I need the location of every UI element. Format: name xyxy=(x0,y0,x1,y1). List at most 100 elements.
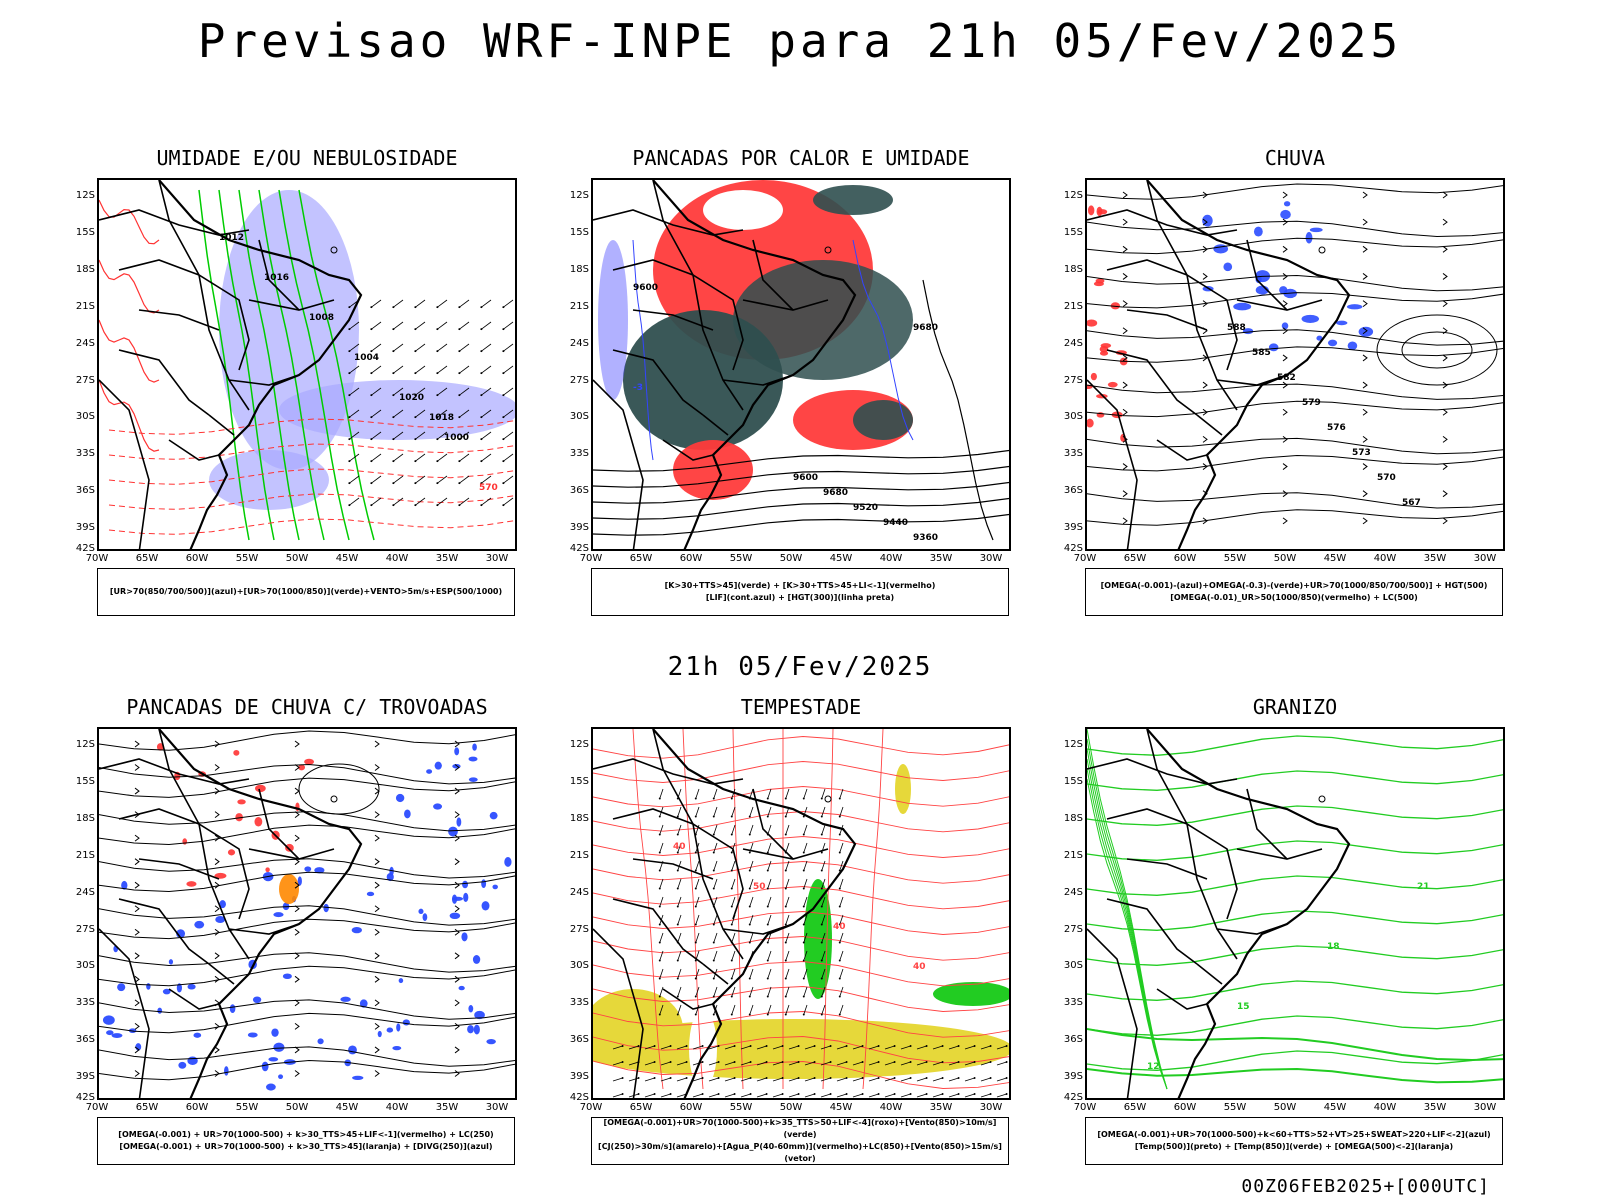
map-canvas: 588 585 582 579 576 573 570 567 xyxy=(1087,180,1505,551)
legend-line: [OMEGA(-0.01)_UR>50(1000/850)(vermelho) … xyxy=(1086,592,1502,604)
lat-tick: 21S xyxy=(1064,301,1083,312)
lat-tick: 39S xyxy=(570,1071,589,1082)
lat-tick: 30S xyxy=(570,960,589,971)
panel-title: PANCADAS POR CALOR E UMIDADE xyxy=(591,146,1011,170)
lon-tick: 35W xyxy=(436,553,459,564)
lon-tick: 30W xyxy=(980,1102,1003,1113)
lat-tick: 36S xyxy=(1064,1034,1083,1045)
lat-tick: 21S xyxy=(570,301,589,312)
lat-tick: 21S xyxy=(1064,850,1083,861)
lat-axis: 12S 15S 18S 21S 24S 27S 30S 33S 36S 39S 42S xyxy=(563,727,589,1100)
lat-tick: 18S xyxy=(570,813,589,824)
lat-axis: 12S 15S 18S 21S 24S 27S 30S 33S 36S 39S 42S xyxy=(1057,178,1083,551)
lon-axis: 70W 65W 60W 55W 50W 45W 40W 35W 30W xyxy=(591,1102,1011,1116)
lon-tick: 40W xyxy=(880,553,903,564)
legend-line: [OMEGA(-0.001) + UR>70(1000-500) + k>30_… xyxy=(98,1129,514,1141)
lat-tick: 12S xyxy=(570,190,589,201)
map-chuva[interactable]: 588 585 582 579 576 573 570 567 xyxy=(1085,178,1505,551)
lon-tick: 45W xyxy=(830,1102,853,1113)
lon-tick: 30W xyxy=(1474,553,1497,564)
legend-umidade: [UR>70(850/700/500)](azul)+[UR>70(1000/8… xyxy=(97,568,515,616)
lat-tick: 27S xyxy=(76,375,95,386)
lon-tick: 70W xyxy=(1074,553,1097,564)
lon-tick: 50W xyxy=(1274,1102,1297,1113)
lat-tick: 36S xyxy=(76,485,95,496)
contour-label: 579 xyxy=(1302,398,1321,408)
lat-tick: 21S xyxy=(570,850,589,861)
map-tempestade[interactable]: 40 50 40 40 xyxy=(591,727,1011,1100)
lat-tick: 33S xyxy=(570,448,589,459)
lon-tick: 45W xyxy=(336,553,359,564)
contour-label: 1008 xyxy=(309,313,334,323)
lat-tick: 15S xyxy=(76,227,95,238)
lat-tick: 30S xyxy=(1064,411,1083,422)
lat-tick: 39S xyxy=(76,1071,95,1082)
panel-title: PANCADAS DE CHUVA C/ TROVOADAS xyxy=(97,695,517,719)
lon-tick: 50W xyxy=(780,1102,803,1113)
lon-tick: 40W xyxy=(386,553,409,564)
lon-tick: 65W xyxy=(630,1102,653,1113)
run-stamp: 00Z06FEB2025+[000UTC] xyxy=(1241,1176,1490,1197)
lon-tick: 55W xyxy=(1224,1102,1247,1113)
lat-tick: 18S xyxy=(76,813,95,824)
lon-tick: 60W xyxy=(680,553,703,564)
legend-chuva: [OMEGA(-0.001)-(azul)+OMEGA(-0.3)-(verde… xyxy=(1085,568,1503,616)
lon-tick: 70W xyxy=(86,553,109,564)
contour-label: 567 xyxy=(1402,498,1421,508)
lon-tick: 30W xyxy=(1474,1102,1497,1113)
contour-label: 9600 xyxy=(633,283,658,293)
lat-tick: 27S xyxy=(1064,924,1083,935)
contour-label: 1004 xyxy=(354,353,379,363)
panel-title: UMIDADE E/OU NEBULOSIDADE xyxy=(97,146,517,170)
main-title: Previsao WRF-INPE para 21h 05/Fev/2025 xyxy=(0,14,1600,68)
contour-label: 18 xyxy=(1327,942,1340,952)
lat-tick: 27S xyxy=(570,375,589,386)
lat-tick: 33S xyxy=(1064,448,1083,459)
lat-tick: 27S xyxy=(76,924,95,935)
legend-line: [OMEGA(-0.001)+UR>70(1000-500)+k<60+TTS>… xyxy=(1086,1129,1502,1141)
legend-line: [OMEGA(-0.001)-(azul)+OMEGA(-0.3)-(verde… xyxy=(1086,580,1502,592)
lat-tick: 12S xyxy=(1064,190,1083,201)
lon-tick: 60W xyxy=(186,553,209,564)
map-canvas: 9600 9680 9520 9440 9360 9600 9680 -3 xyxy=(593,180,1011,551)
lon-tick: 45W xyxy=(1324,553,1347,564)
contour-label: 9600 xyxy=(793,473,818,483)
lon-tick: 30W xyxy=(486,1102,509,1113)
lat-tick: 30S xyxy=(570,411,589,422)
map-trovoadas[interactable] xyxy=(97,727,517,1100)
lon-tick: 55W xyxy=(730,1102,753,1113)
lon-tick: 40W xyxy=(880,1102,903,1113)
legend-line: [OMEGA(-0.001) + UR>70(1000-500) + k>30_… xyxy=(98,1141,514,1153)
contour-label: 573 xyxy=(1352,448,1371,458)
contour-label: 40 xyxy=(673,842,686,852)
lon-axis: 70W 65W 60W 55W 50W 45W 40W 35W 30W xyxy=(1085,1102,1505,1116)
lon-tick: 55W xyxy=(1224,553,1247,564)
lat-tick: 24S xyxy=(570,338,589,349)
lat-tick: 15S xyxy=(1064,227,1083,238)
map-umidade[interactable]: 1012 1016 1008 1004 1020 1000 1018 570 xyxy=(97,178,517,551)
lat-tick: 15S xyxy=(570,227,589,238)
lat-tick: 18S xyxy=(570,264,589,275)
contour-label: 9680 xyxy=(823,488,848,498)
lat-tick: 30S xyxy=(76,960,95,971)
map-granizo[interactable]: 12 15 18 21 xyxy=(1085,727,1505,1100)
lon-tick: 50W xyxy=(286,1102,309,1113)
lat-tick: 18S xyxy=(1064,813,1083,824)
lon-tick: 60W xyxy=(1174,1102,1197,1113)
contour-label: 570 xyxy=(1377,473,1396,483)
contour-label: 21 xyxy=(1417,882,1430,892)
map-pancadas-calor[interactable]: 9600 9680 9520 9440 9360 9600 9680 -3 xyxy=(591,178,1011,551)
lat-tick: 24S xyxy=(1064,338,1083,349)
lon-tick: 55W xyxy=(730,553,753,564)
lat-tick: 24S xyxy=(1064,887,1083,898)
lat-tick: 15S xyxy=(570,776,589,787)
contour-label: 1016 xyxy=(264,273,289,283)
contour-label: 570 xyxy=(479,483,498,493)
contour-label: -3 xyxy=(633,383,643,393)
lon-tick: 40W xyxy=(1374,553,1397,564)
lon-tick: 70W xyxy=(1074,1102,1097,1113)
lon-tick: 30W xyxy=(486,553,509,564)
lon-tick: 35W xyxy=(930,553,953,564)
lat-tick: 39S xyxy=(570,522,589,533)
lon-tick: 35W xyxy=(1424,553,1447,564)
